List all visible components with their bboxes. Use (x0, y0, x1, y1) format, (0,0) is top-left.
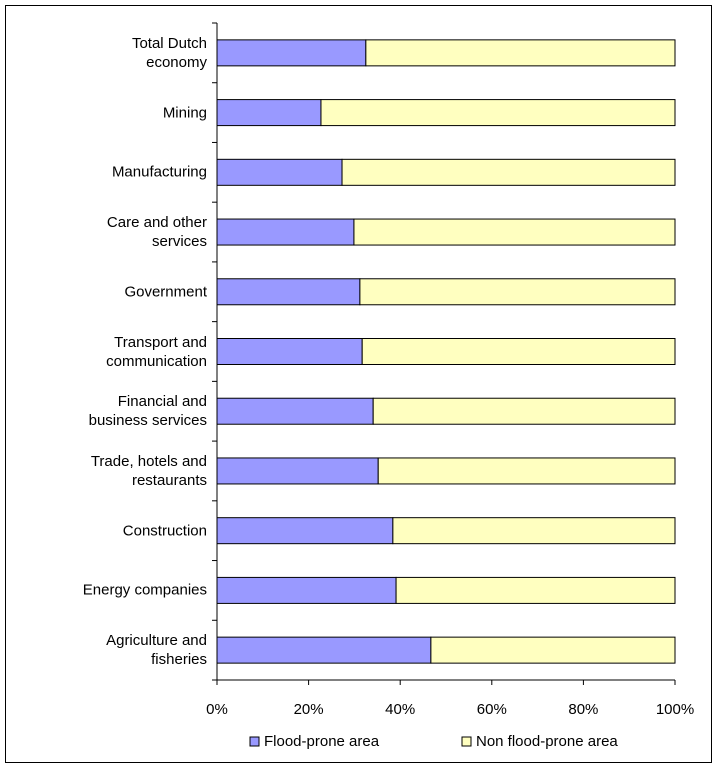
frame (5, 5, 712, 763)
bar-segment (216, 338, 363, 365)
y-tick-label: Total Dutch economy (131, 34, 207, 71)
y-tick-label: Energy companies (82, 581, 207, 599)
bar-segment (216, 39, 367, 67)
bar-segment (216, 278, 361, 306)
bar-segment (216, 99, 322, 127)
x-tick-label: 20% (294, 701, 324, 718)
y-tick-label: Financial and business services (88, 393, 207, 430)
y-tick-label: Manufacturing (111, 163, 207, 181)
bar-segment (361, 338, 676, 365)
legend-swatch (249, 736, 260, 747)
y-tick-label: Construction (122, 522, 207, 540)
bar-segment (216, 517, 394, 545)
y-tick-label: Agriculture and fisheries (106, 632, 207, 669)
legend-label: Flood-prone area (264, 733, 380, 750)
bar-segment (216, 397, 374, 425)
x-tick-label: 0% (206, 701, 228, 718)
bar-segment (395, 576, 676, 604)
bar-segment (377, 457, 676, 485)
bar-segment (365, 39, 676, 67)
bar-segment (320, 99, 676, 127)
bar-segment (216, 576, 397, 604)
x-tick-label: 40% (385, 701, 415, 718)
bar-segment (430, 636, 676, 664)
bar-segment (216, 457, 379, 485)
bar-segment (359, 278, 676, 306)
x-tick-label: 100% (656, 701, 694, 718)
x-tick-label: 80% (568, 701, 598, 718)
legend-swatch (461, 736, 472, 747)
bar-segment (216, 158, 343, 186)
bar-segment (216, 636, 432, 664)
bar-segment (392, 517, 676, 545)
bar-segment (353, 218, 676, 246)
bar-segment (372, 397, 676, 425)
bar-segment (216, 218, 355, 246)
bar-segment (341, 158, 676, 186)
y-tick-label: Care and other services (106, 214, 207, 251)
legend-label: Non flood-prone area (476, 733, 618, 750)
y-tick-label: Trade, hotels and restaurants (90, 452, 207, 489)
y-tick-label: Mining (162, 104, 207, 122)
x-tick-label: 60% (477, 701, 507, 718)
y-tick-label: Transport and communication (106, 333, 207, 370)
y-tick-label: Government (124, 283, 207, 301)
